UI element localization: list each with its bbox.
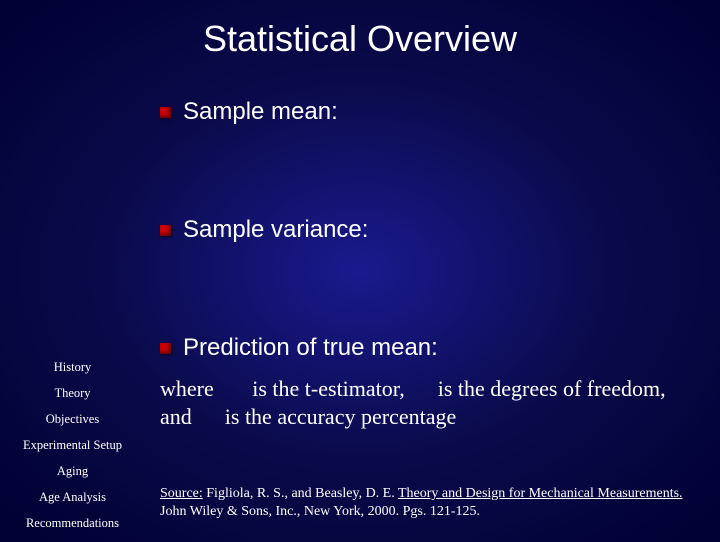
source-book: Theory and Design for Mechanical Measure…: [398, 486, 683, 501]
sidebar-item-history: History: [0, 360, 145, 375]
sidebar-item-experimental: Experimental Setup: [0, 438, 145, 453]
source-citation: Source: Figliola, R. S., and Beasley, D.…: [160, 485, 690, 521]
sidebar-item-recommendations: Recommendations: [0, 516, 145, 531]
bullet-icon: [160, 107, 171, 118]
formula-placeholder: [160, 126, 690, 156]
sidebar-nav: History Theory Objectives Experimental S…: [0, 360, 145, 542]
sidebar-item-age-analysis: Age Analysis: [0, 490, 145, 505]
source-authors: Figliola, R. S., and Beasley, D. E.: [203, 486, 398, 501]
source-rest: John Wiley & Sons, Inc., New York, 2000.…: [160, 504, 480, 519]
sidebar-item-objectives: Objectives: [0, 412, 145, 427]
bullet-item: Prediction of true mean:: [160, 334, 690, 362]
content-area: Sample mean: Sample variance: Prediction…: [0, 98, 720, 362]
bullet-icon: [160, 225, 171, 236]
bullet-item: Sample variance:: [160, 216, 690, 244]
description-text: where is the t-estimator, is the degrees…: [160, 375, 690, 430]
desc-part4: is the accuracy percentage: [219, 404, 456, 429]
formula-placeholder: [160, 244, 690, 274]
bullet-item: Sample mean:: [160, 98, 690, 126]
sidebar-item-aging: Aging: [0, 464, 145, 479]
slide-title: Statistical Overview: [0, 0, 720, 70]
bullet-icon: [160, 343, 171, 354]
desc-part1: where: [160, 376, 219, 401]
desc-part2: is the t-estimator,: [247, 376, 410, 401]
bullet-label: Sample mean:: [183, 98, 338, 126]
bullet-label: Sample variance:: [183, 216, 368, 244]
bullet-label: Prediction of true mean:: [183, 334, 438, 362]
sidebar-item-theory: Theory: [0, 386, 145, 401]
source-label: Source:: [160, 486, 203, 501]
